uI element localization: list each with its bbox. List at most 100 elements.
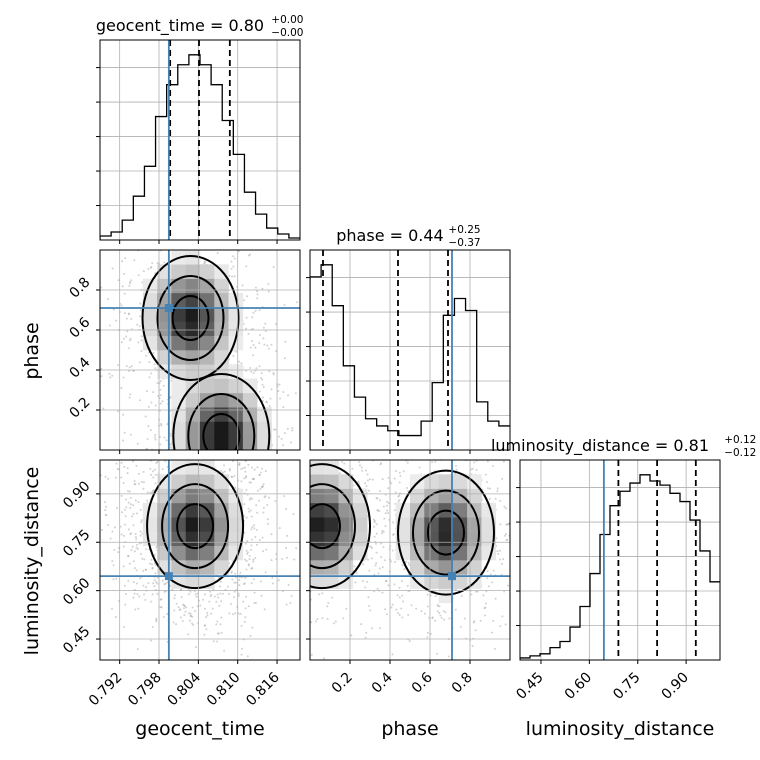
- scatter-point: [295, 509, 297, 511]
- scatter-point: [149, 266, 152, 269]
- scatter-point: [156, 430, 158, 432]
- scatter-point: [282, 444, 285, 447]
- scatter-point: [216, 632, 219, 635]
- scatter-point: [381, 445, 383, 447]
- scatter-point: [150, 393, 152, 395]
- scatter-point: [383, 559, 386, 562]
- scatter-point: [267, 282, 270, 285]
- scatter-point: [116, 410, 119, 413]
- scatter-point: [142, 569, 145, 572]
- scatter-point: [443, 618, 446, 621]
- scatter-point: [142, 584, 145, 587]
- scatter-point: [506, 523, 509, 526]
- scatter-point: [177, 202, 179, 204]
- scatter-point: [304, 595, 306, 597]
- scatter-point: [264, 476, 266, 478]
- scatter-point: [377, 509, 380, 512]
- scatter-point: [144, 598, 147, 601]
- scatter-point: [249, 496, 252, 499]
- scatter-point: [334, 620, 337, 623]
- density-cell: [200, 488, 215, 504]
- density-cell: [310, 574, 325, 589]
- scatter-point: [153, 436, 156, 439]
- scatter-point: [474, 629, 477, 632]
- scatter-point: [461, 427, 463, 429]
- scatter-point: [301, 413, 303, 415]
- density-cell: [338, 474, 354, 489]
- scatter-point: [218, 604, 221, 607]
- scatter-point: [460, 594, 463, 597]
- scatter-point: [302, 478, 304, 480]
- scatter-point: [289, 564, 291, 566]
- histogram-bars: [100, 54, 300, 240]
- scatter-point: [252, 558, 255, 561]
- scatter-point: [372, 518, 375, 521]
- scatter-point: [93, 381, 95, 383]
- scatter-point: [135, 546, 138, 549]
- scatter-point: [295, 301, 298, 304]
- scatter-point: [162, 461, 164, 463]
- scatter-point: [205, 616, 208, 619]
- scatter-point: [127, 347, 130, 350]
- scatter-point: [129, 337, 132, 340]
- scatter-point: [290, 580, 292, 582]
- scatter-point: [169, 446, 172, 449]
- scatter-point: [401, 448, 403, 450]
- density-cell: [185, 250, 201, 265]
- scatter-point: [150, 473, 153, 476]
- scatter-point: [445, 369, 447, 371]
- scatter-point: [92, 574, 94, 576]
- scatter-point: [135, 538, 138, 541]
- scatter-point: [241, 647, 244, 650]
- scatter-point: [137, 482, 140, 485]
- scatter-point: [235, 471, 237, 473]
- scatter-point: [391, 603, 394, 606]
- density-cell: [185, 545, 201, 561]
- scatter-point: [230, 260, 233, 263]
- scatter-point: [111, 560, 114, 563]
- scatter-point: [255, 543, 258, 546]
- scatter-point: [335, 402, 337, 404]
- density-cell: [200, 407, 215, 422]
- scatter-point: [231, 613, 234, 616]
- scatter-point: [522, 579, 524, 581]
- contour-line: [172, 373, 271, 450]
- scatter-point: [120, 341, 123, 344]
- scatter-point: [498, 558, 501, 561]
- scatter-point: [228, 468, 231, 471]
- scatter-point: [253, 468, 256, 471]
- scatter-point: [136, 453, 138, 455]
- scatter-point: [300, 537, 302, 539]
- scatter-point: [159, 388, 162, 391]
- scatter-point: [251, 316, 254, 319]
- scatter-point: [150, 563, 153, 566]
- contour-line: [310, 503, 341, 550]
- scatter-point: [267, 456, 269, 458]
- scatter-point: [244, 558, 247, 561]
- scatter-point: [143, 593, 146, 596]
- scatter-point: [272, 428, 275, 431]
- scatter-point: [155, 620, 158, 623]
- scatter-point: [307, 448, 309, 450]
- scatter-point: [159, 380, 162, 383]
- scatter-point: [161, 468, 164, 471]
- scatter-point: [148, 376, 151, 379]
- scatter-point: [436, 420, 438, 422]
- title-upper-error: +0.00: [271, 14, 303, 26]
- scatter-point: [473, 620, 476, 623]
- scatter-point: [242, 245, 244, 247]
- scatter-point: [123, 584, 126, 587]
- scatter-point: [289, 602, 292, 605]
- scatter-point: [292, 487, 294, 489]
- scatter-point: [380, 437, 382, 439]
- scatter-point: [258, 405, 260, 407]
- density-cell: [228, 307, 244, 322]
- scatter-point: [280, 471, 282, 473]
- scatter-point: [149, 429, 152, 432]
- scatter-point: [303, 526, 305, 528]
- scatter-point: [136, 548, 139, 551]
- scatter-point: [163, 436, 166, 439]
- scatter-point: [257, 216, 259, 218]
- scatter-point: [271, 577, 274, 580]
